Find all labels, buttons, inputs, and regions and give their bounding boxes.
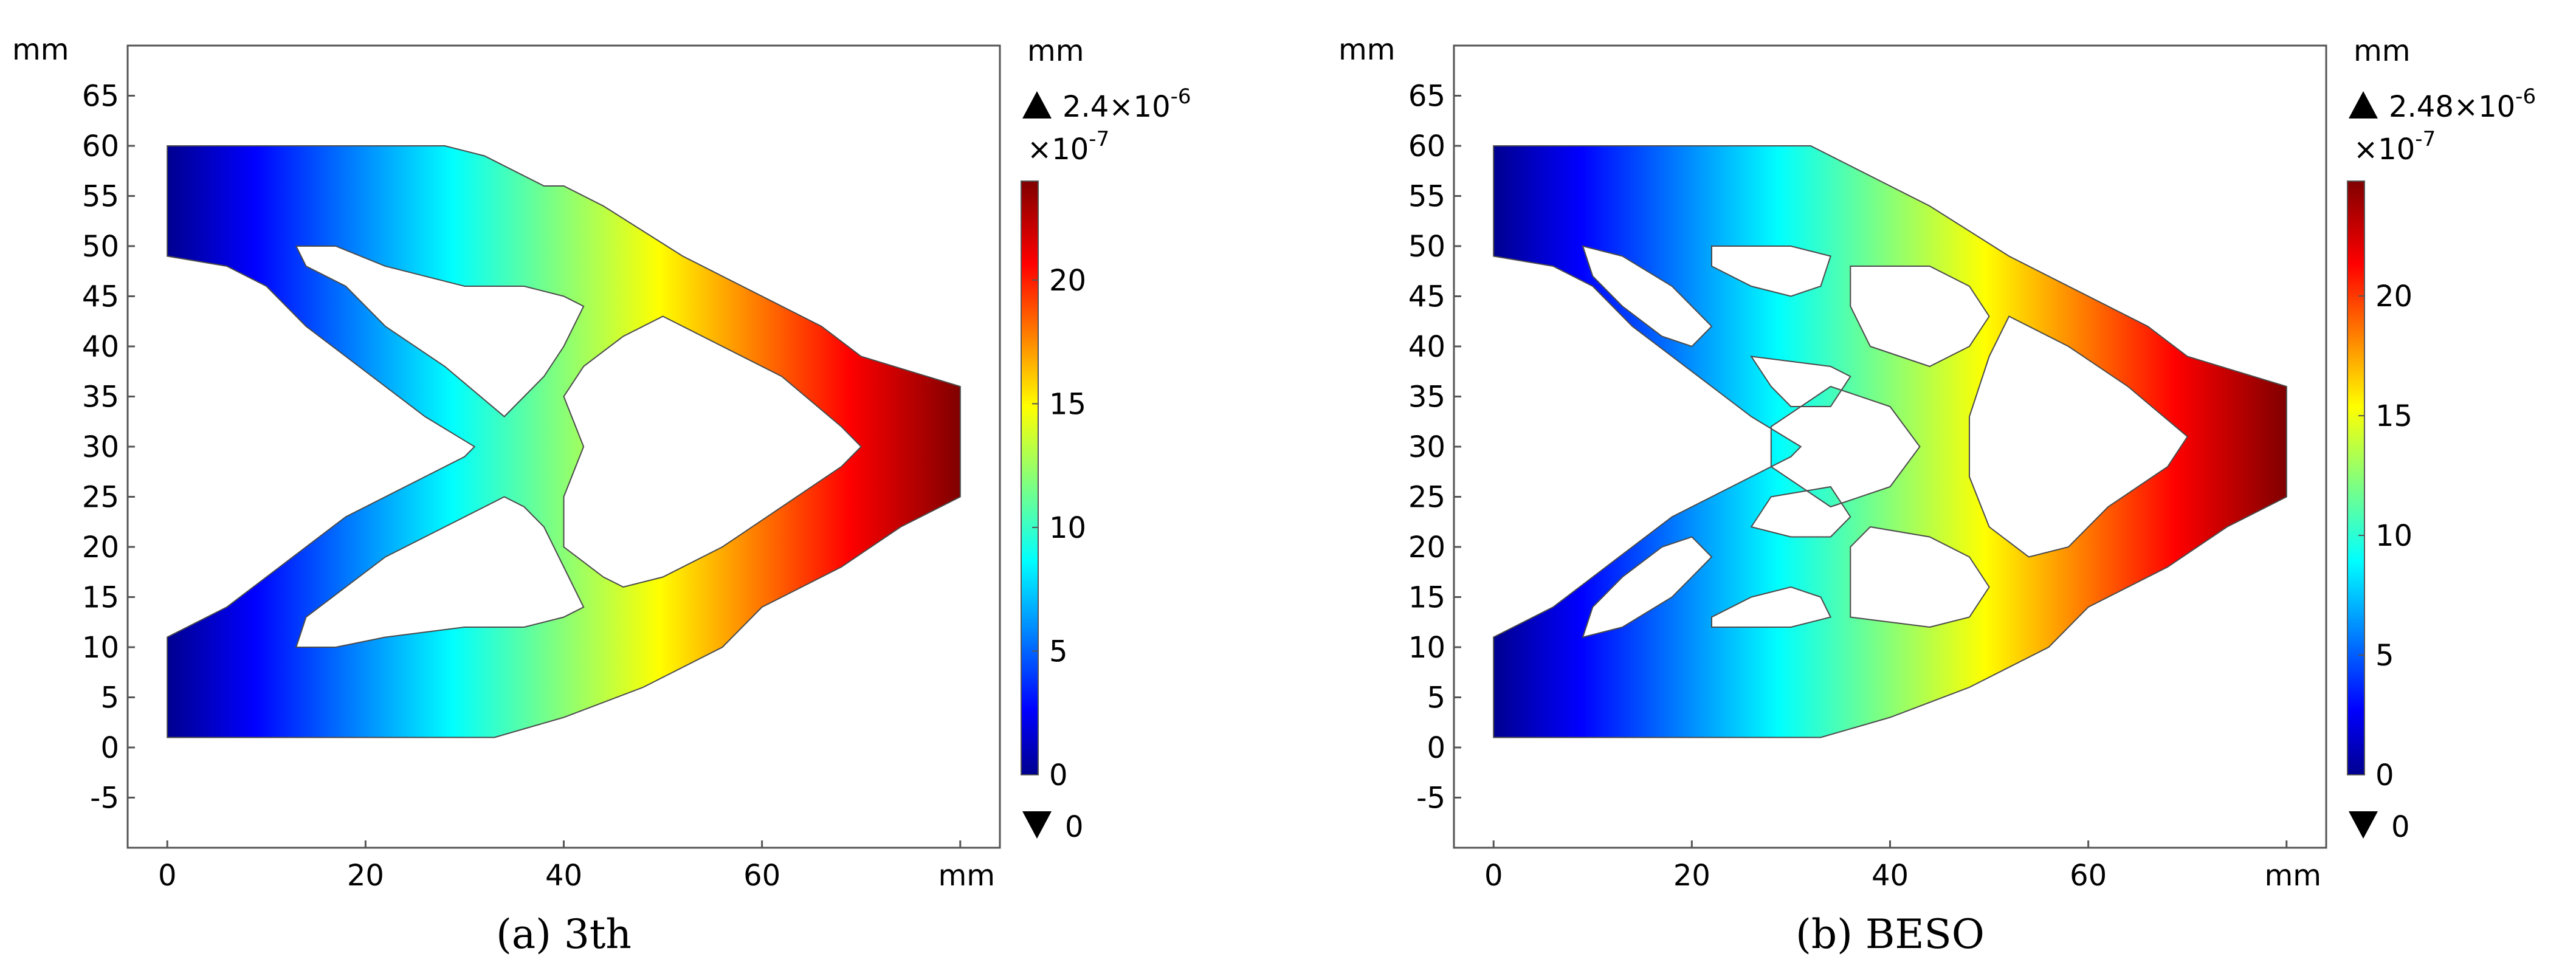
y-tick-label: 55 bbox=[1408, 180, 1445, 214]
y-tick-label: 50 bbox=[1408, 230, 1445, 264]
x-axis-ticks: 0 20 40 60 bbox=[1484, 840, 2288, 893]
colorbar-tick-label: 0 bbox=[2375, 758, 2394, 792]
panel-caption: (a) 3th bbox=[496, 911, 632, 958]
y-tick-label: 50 bbox=[82, 230, 119, 264]
colorbar-tick-label: 20 bbox=[2375, 280, 2412, 314]
colorbar-ticks: 0 5 10 15 20 bbox=[1032, 264, 1086, 792]
x-tick-label: 0 bbox=[1484, 859, 1503, 893]
x-tick-label: 40 bbox=[1872, 859, 1909, 893]
y-tick-label: 20 bbox=[1408, 531, 1445, 565]
colorbar-tick-label: 15 bbox=[2375, 399, 2412, 433]
colorbar-scale-base: ×10 bbox=[1027, 132, 1089, 167]
y-tick-label: 45 bbox=[82, 280, 119, 314]
y-tick-label: 65 bbox=[82, 80, 119, 114]
colorbar-scale-label: ×10-7 bbox=[2354, 127, 2436, 167]
min-marker-icon bbox=[1022, 811, 1052, 839]
colorbar-unit: mm bbox=[2354, 34, 2411, 68]
x-tick-label: 20 bbox=[347, 859, 384, 893]
x-tick-label: 20 bbox=[1673, 859, 1710, 893]
min-marker-icon bbox=[2349, 811, 2378, 839]
y-tick-label: 20 bbox=[82, 531, 119, 565]
colorbar-tick-label: 10 bbox=[2375, 519, 2412, 553]
x-axis-ticks: 0 20 40 60 bbox=[158, 840, 962, 893]
colorbar: mm 2.48×10-6 ×10-7 0 5 10 15 20 0 bbox=[2347, 34, 2536, 844]
colorbar-unit: mm bbox=[1027, 34, 1084, 68]
y-tick-label: 30 bbox=[82, 430, 119, 464]
y-axis-ticks: -5 0 5 10 15 20 25 30 35 40 45 50 55 60 65 bbox=[82, 80, 135, 816]
colorbar-min-label: 0 bbox=[2391, 810, 2410, 844]
panel-letter: b bbox=[1811, 911, 1837, 958]
colorbar-tick-label: 5 bbox=[2375, 639, 2394, 673]
panel-caption-text: 3th bbox=[564, 911, 632, 958]
y-tick-label: 45 bbox=[1408, 280, 1445, 314]
colorbar-max-exponent: -6 bbox=[1171, 84, 1191, 109]
max-marker-icon bbox=[2349, 91, 2378, 119]
colorbar-tick-label: 10 bbox=[1049, 511, 1086, 545]
y-tick-label: 5 bbox=[100, 681, 119, 715]
y-tick-label: -5 bbox=[90, 781, 119, 816]
colorbar-max-mantissa: 2.4×10 bbox=[1062, 90, 1171, 124]
colorbar-scale-base: ×10 bbox=[2354, 132, 2415, 167]
panel-caption-text: BESO bbox=[1865, 911, 1985, 958]
colorbar: mm 2.4×10-6 ×10-7 0 5 10 15 20 0 bbox=[1021, 34, 1191, 844]
x-axis-unit: mm bbox=[2264, 859, 2321, 893]
y-tick-label: 55 bbox=[82, 180, 119, 214]
y-tick-label: 10 bbox=[82, 631, 119, 665]
y-tick-label: 60 bbox=[1408, 129, 1445, 163]
colorbar-scale-exponent: -7 bbox=[2415, 127, 2436, 151]
y-tick-label: 65 bbox=[1408, 80, 1445, 114]
colorbar-gradient bbox=[2347, 180, 2365, 775]
x-tick-label: 60 bbox=[743, 859, 780, 893]
y-tick-label: 35 bbox=[1408, 380, 1445, 414]
x-tick-label: 60 bbox=[2070, 859, 2107, 893]
colorbar-tick-label: 0 bbox=[1049, 758, 1068, 792]
colorbar-max-label: 2.4×10-6 bbox=[1062, 84, 1191, 124]
y-tick-label: 15 bbox=[1408, 581, 1445, 615]
colorbar-scale-label: ×10-7 bbox=[1027, 127, 1109, 167]
max-marker-icon bbox=[1022, 91, 1052, 119]
colorbar-tick-label: 5 bbox=[1049, 634, 1068, 668]
panel-letter: a bbox=[512, 911, 536, 958]
x-axis-unit: mm bbox=[938, 859, 995, 893]
colorbar-max-mantissa: 2.48×10 bbox=[2389, 90, 2515, 124]
y-axis-ticks: -5 0 5 10 15 20 25 30 35 40 45 50 55 60 65 bbox=[1408, 80, 1461, 816]
colorbar-tick-label: 15 bbox=[1049, 387, 1086, 421]
y-tick-label: 5 bbox=[1427, 681, 1445, 715]
y-tick-label: 25 bbox=[1408, 481, 1445, 515]
y-axis-unit: mm bbox=[12, 33, 69, 67]
y-tick-label: 35 bbox=[82, 380, 119, 414]
y-tick-label: 0 bbox=[1427, 731, 1445, 765]
panel-caption: (b) BESO bbox=[1796, 911, 1985, 958]
topology-structure bbox=[167, 145, 961, 738]
y-tick-label: -5 bbox=[1416, 781, 1445, 816]
colorbar-tick-label: 20 bbox=[1049, 264, 1086, 298]
y-tick-label: 15 bbox=[82, 581, 119, 615]
y-tick-label: 40 bbox=[82, 330, 119, 364]
colorbar-scale-exponent: -7 bbox=[1089, 127, 1109, 151]
colorbar-gradient bbox=[1021, 180, 1039, 775]
colorbar-ticks: 0 5 10 15 20 bbox=[2358, 280, 2412, 792]
y-axis-unit: mm bbox=[1338, 33, 1396, 67]
y-tick-label: 30 bbox=[1408, 430, 1445, 464]
colorbar-min-label: 0 bbox=[1065, 810, 1084, 844]
x-tick-label: 40 bbox=[545, 859, 582, 893]
colorbar-max-exponent: -6 bbox=[2515, 84, 2536, 109]
colorbar-max-label: 2.48×10-6 bbox=[2389, 84, 2536, 124]
y-tick-label: 60 bbox=[82, 129, 119, 163]
y-tick-label: 40 bbox=[1408, 330, 1445, 364]
y-tick-label: 10 bbox=[1408, 631, 1445, 665]
y-tick-label: 25 bbox=[82, 481, 119, 515]
x-tick-label: 0 bbox=[158, 859, 177, 893]
y-tick-label: 0 bbox=[100, 731, 119, 765]
topology-structure bbox=[1493, 145, 2287, 738]
